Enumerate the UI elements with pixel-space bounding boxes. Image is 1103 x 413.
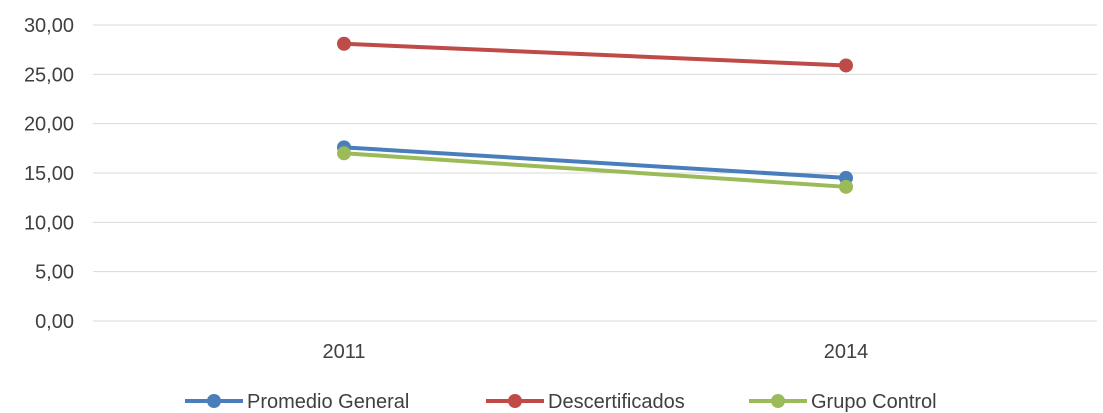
y-tick-label: 5,00 bbox=[35, 262, 74, 284]
series-line bbox=[342, 145, 848, 180]
y-tick-label: 10,00 bbox=[24, 212, 74, 234]
series-line bbox=[342, 41, 848, 68]
legend-label: Promedio General bbox=[247, 391, 409, 413]
x-tick-label: 2014 bbox=[824, 341, 869, 363]
y-tick-label: 25,00 bbox=[24, 64, 74, 86]
legend-point-marker bbox=[207, 394, 221, 408]
legend-item: Promedio General bbox=[185, 391, 409, 413]
legend: Promedio General Descertificados Grupo Con… bbox=[185, 391, 937, 413]
data-point bbox=[337, 36, 351, 51]
legend-label: Grupo Control bbox=[811, 391, 937, 413]
y-axis-tick-labels: 0,00 5,00 10,00 15,00 20,00 25,00 30,00 bbox=[24, 15, 74, 333]
legend-point-marker bbox=[508, 394, 522, 408]
series-group bbox=[337, 36, 853, 73]
legend-item: Grupo Control bbox=[749, 391, 937, 413]
series-lines bbox=[337, 36, 853, 194]
legend-label: Descertificados bbox=[548, 391, 685, 413]
data-point bbox=[839, 58, 853, 73]
series-group bbox=[337, 140, 853, 185]
legend-point-marker bbox=[771, 394, 785, 408]
y-tick-label: 30,00 bbox=[24, 15, 74, 37]
y-tick-label: 15,00 bbox=[24, 163, 74, 185]
y-tick-label: 20,00 bbox=[24, 114, 74, 136]
y-tick-label: 0,00 bbox=[35, 311, 74, 333]
x-tick-label: 2011 bbox=[322, 341, 365, 363]
data-point bbox=[337, 146, 351, 161]
x-axis-tick-labels: 2011 2014 bbox=[322, 341, 868, 363]
data-point bbox=[839, 179, 853, 194]
gridlines bbox=[93, 24, 1097, 322]
legend-item: Descertificados bbox=[486, 391, 685, 413]
series-line bbox=[342, 151, 848, 189]
series-group bbox=[337, 146, 853, 194]
